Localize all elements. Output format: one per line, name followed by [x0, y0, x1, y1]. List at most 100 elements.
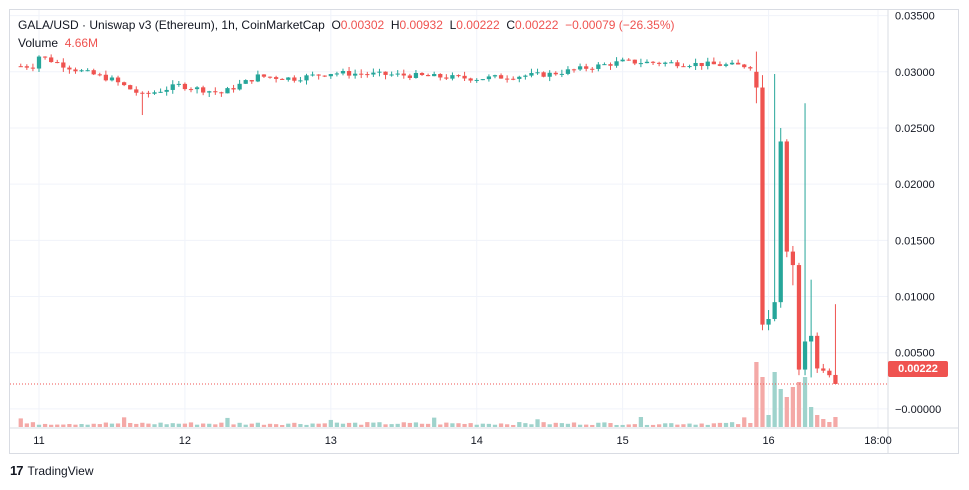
candle-body [207, 91, 212, 93]
candle-body [790, 251, 796, 266]
volume-bar [590, 424, 595, 427]
volume-bar [687, 423, 692, 427]
volume-bar [486, 423, 492, 427]
candle-body [553, 72, 558, 75]
last-price-tag: 0.00222 [888, 361, 948, 377]
candle-body [97, 74, 102, 76]
volume-bar [492, 424, 498, 427]
volume-bar [480, 423, 485, 427]
candle-body [833, 374, 838, 384]
volume-bar [608, 423, 613, 427]
candle-body [511, 78, 516, 80]
candle-body [432, 73, 437, 77]
volume-value: 4.66M [64, 36, 99, 50]
open-label: O [331, 18, 341, 32]
candle-body [438, 73, 443, 78]
candle-body [669, 62, 674, 64]
volume-bar [425, 423, 431, 427]
candle-body [577, 66, 583, 70]
x-tick-label: 11 [33, 435, 44, 447]
volume-bar [55, 424, 60, 427]
close-label: C [506, 18, 516, 32]
volume-bar [24, 423, 29, 427]
volume-bar [705, 424, 710, 427]
candle-body [456, 75, 461, 77]
volume-bar [73, 424, 78, 427]
volume-bar [371, 422, 376, 427]
volume-bar [541, 422, 546, 427]
candle-body [328, 74, 333, 77]
candle-body [705, 61, 710, 67]
volume-bar [456, 423, 461, 427]
candle-body [201, 87, 206, 93]
candle-body [766, 319, 771, 325]
volume-bar [255, 422, 260, 427]
candle-body [170, 84, 175, 90]
volume-bar [383, 424, 388, 427]
symbol-title[interactable]: GALA/USD · Uniswap v3 (Ethereum), 1h, Co… [18, 18, 325, 32]
volume-bar [413, 422, 419, 427]
tradingview-logo-icon: 17 [10, 463, 24, 478]
candle-body [657, 62, 662, 64]
open-value: 0.00302 [340, 18, 385, 32]
candle-body [407, 75, 412, 78]
volume-bar [134, 423, 139, 427]
volume-bar [450, 423, 455, 427]
candle-body [243, 80, 248, 84]
volume-bar [164, 424, 169, 427]
volume-bar [237, 422, 242, 427]
candle-body [109, 77, 115, 81]
candle-body [334, 73, 340, 75]
volume-bar [602, 422, 607, 427]
change-value: −0.00079 (−26.35%) [565, 18, 675, 32]
candle-body [261, 74, 267, 77]
volume-bar [511, 424, 516, 427]
volume-bar [772, 372, 777, 427]
volume-bar [663, 423, 668, 427]
volume-bar [249, 423, 254, 427]
candle-body [182, 83, 188, 90]
candle-body [249, 80, 254, 82]
candle-body [164, 89, 169, 92]
y-tick-label: 0.02500 [895, 123, 935, 135]
candle-body [614, 61, 619, 66]
volume-bar [553, 422, 558, 427]
volume-bar [79, 424, 84, 427]
candle-body [152, 92, 157, 94]
volume-bar [340, 423, 346, 427]
candle-body [121, 82, 127, 86]
candle-body [626, 59, 631, 61]
candle-body [146, 92, 151, 94]
candle-body [322, 75, 327, 77]
candle-body [286, 77, 291, 80]
candle-body [389, 74, 394, 76]
volume-bar [207, 423, 212, 427]
candle-body [419, 72, 425, 76]
x-tick-label: 14 [471, 435, 483, 447]
y-tick-label: 0.01000 [895, 292, 935, 304]
candle-body [699, 62, 704, 67]
volume-label[interactable]: Volume [18, 36, 59, 50]
candle-body [808, 335, 814, 342]
candle-body [638, 63, 644, 65]
volume-bar [438, 424, 443, 427]
chart-legend: GALA/USD · Uniswap v3 (Ethereum), 1h, Co… [18, 16, 675, 52]
volume-bar [432, 417, 437, 427]
candle-body [267, 76, 273, 78]
volume-bar [328, 419, 333, 427]
candle-body [474, 79, 479, 81]
volume-bar [401, 422, 406, 427]
volume-bar [699, 423, 704, 427]
close-value: 0.00222 [515, 18, 559, 32]
volume-bar [717, 422, 723, 427]
volume-bar [571, 422, 577, 427]
candle-body [310, 74, 315, 76]
tradingview-brand[interactable]: 17 TradingView [10, 463, 94, 478]
volume-bar [42, 423, 48, 427]
low-label: L [449, 18, 457, 32]
volume-bar [85, 424, 90, 427]
candle-body [468, 78, 473, 81]
volume-bar [596, 422, 601, 427]
candle-body [134, 89, 139, 93]
